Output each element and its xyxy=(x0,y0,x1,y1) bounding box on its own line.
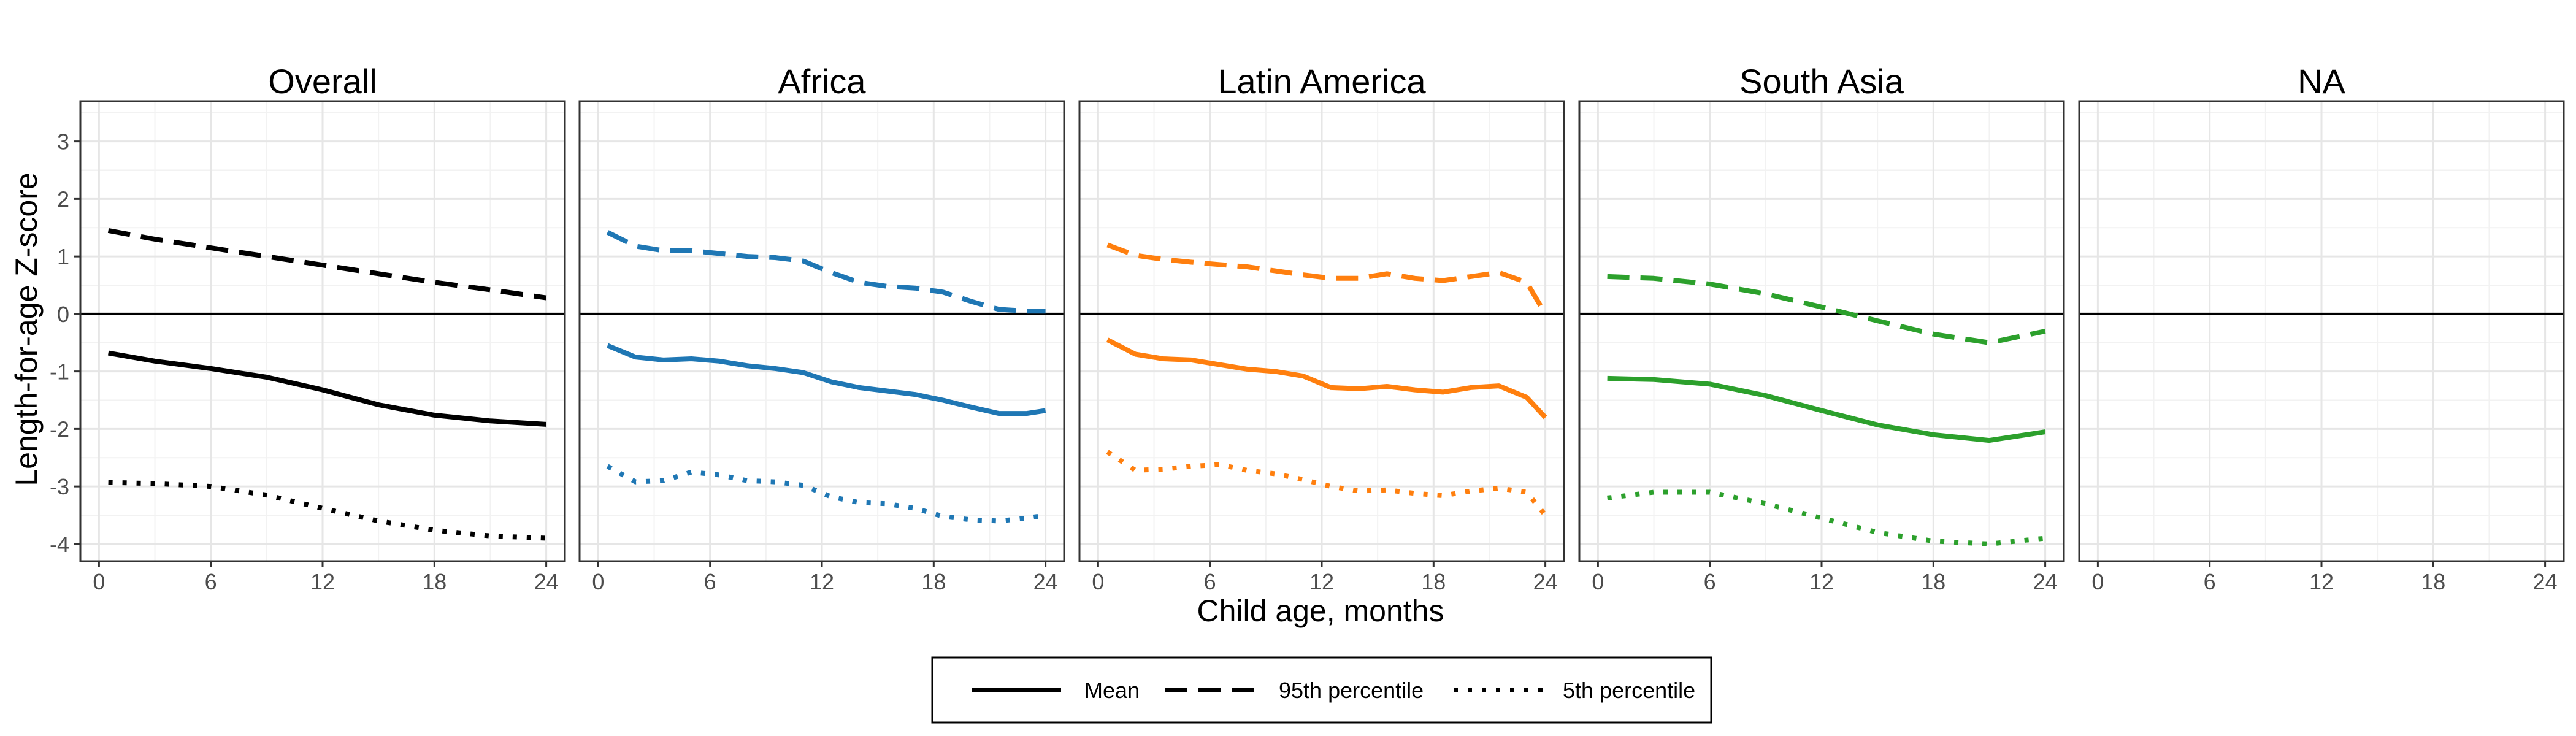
x-tick-label: 18 xyxy=(2421,569,2445,594)
x-tick-label: 6 xyxy=(704,569,716,594)
x-tick-label: 12 xyxy=(310,569,335,594)
y-tick-label: 3 xyxy=(57,129,69,155)
x-tick-label: 0 xyxy=(2091,569,2104,594)
series-line-5th-percentile xyxy=(606,464,1046,524)
panel-title: South Asia xyxy=(1739,62,1904,101)
series-line-95th-percentile xyxy=(606,230,1046,314)
series-line-5th-percentile xyxy=(108,480,546,541)
series-line-mean xyxy=(107,350,546,427)
x-tick-label: 6 xyxy=(1204,569,1216,594)
series-line-95th-percentile xyxy=(1607,274,2046,345)
panel-title: Overall xyxy=(268,62,377,101)
x-tick-label: 12 xyxy=(1309,569,1334,594)
x-tick-label: 12 xyxy=(1809,569,1834,594)
panel-latin-america: Latin America 0 6 12 18 24 xyxy=(1078,62,1565,594)
x-tick-label: 24 xyxy=(1533,569,1558,594)
x-tick-label: 18 xyxy=(1421,569,1446,594)
x-tick-label: 0 xyxy=(592,569,604,594)
x-tick-label: 18 xyxy=(1921,569,1945,594)
series-line-mean xyxy=(1106,337,1547,420)
series-line-95th-percentile xyxy=(1106,242,1548,315)
x-tick-label: 0 xyxy=(1092,569,1104,594)
x-tick-label: 12 xyxy=(810,569,834,594)
panel-south-asia: South Asia 0 6 12 18 24 xyxy=(1578,62,2065,594)
y-tick-label: -2 xyxy=(50,416,69,442)
x-tick-label: 18 xyxy=(921,569,946,594)
x-tick-label: 24 xyxy=(534,569,559,594)
x-tick-label: 6 xyxy=(1704,569,1716,594)
panel-title: Africa xyxy=(778,62,866,101)
series-line-5th-percentile xyxy=(1106,450,1547,517)
x-tick-label: 6 xyxy=(2204,569,2216,594)
x-tick-label: 18 xyxy=(422,569,447,594)
legend-label: 5th percentile xyxy=(1563,678,1695,703)
x-tick-label: 24 xyxy=(1033,569,1058,594)
x-tick-label: 24 xyxy=(2033,569,2058,594)
legend-box xyxy=(931,656,1712,724)
x-tick-label: 24 xyxy=(2533,569,2558,594)
panel-title: NA xyxy=(2298,62,2345,101)
series-line-mean xyxy=(1607,375,2046,443)
legend-label: Mean xyxy=(1084,678,1140,703)
panel-africa: Africa 0 6 12 18 24 xyxy=(578,62,1065,594)
series-line-95th-percentile xyxy=(107,228,547,301)
legend-items: Mean 95th percentile 5th percentile xyxy=(972,678,1695,703)
legend: Mean 95th percentile 5th percentile xyxy=(931,656,1712,724)
panel-title: Latin America xyxy=(1217,62,1426,101)
y-axis-title: Length-for-age Z-score xyxy=(9,172,44,486)
y-tick-label: -1 xyxy=(50,359,69,385)
x-tick-label: 0 xyxy=(93,569,105,594)
y-tick-label: 0 xyxy=(57,302,69,327)
x-tick-label: 0 xyxy=(1592,569,1604,594)
panel-na: NA 0 6 12 18 24 xyxy=(2078,62,2565,594)
series-line-mean xyxy=(607,343,1046,416)
x-tick-label: 6 xyxy=(205,569,217,594)
series-line-5th-percentile xyxy=(1607,489,2046,546)
x-axis-title: Child age, months xyxy=(1197,594,1444,628)
y-tick-label: 1 xyxy=(57,244,69,269)
y-tick-label: -4 xyxy=(50,532,69,557)
y-tick-label: 2 xyxy=(57,186,69,212)
y-tick-label: -3 xyxy=(50,474,69,499)
x-tick-label: 12 xyxy=(2309,569,2334,594)
legend-label: 95th percentile xyxy=(1279,678,1424,703)
